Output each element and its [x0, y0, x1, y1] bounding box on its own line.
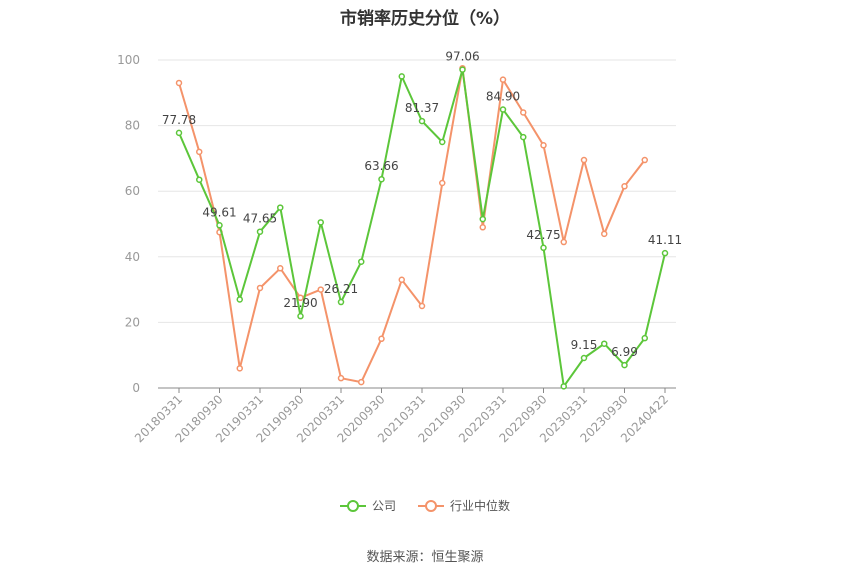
legend-item-industry-median[interactable]: 行业中位数	[418, 497, 510, 514]
y-tick-label: 80	[125, 119, 140, 133]
data-point-company	[277, 204, 284, 211]
data-point-company	[317, 219, 324, 226]
data-point-company	[459, 66, 466, 73]
data-point-industry-median	[398, 276, 405, 284]
axis-layer: 0204060801002018033120180930201903312019…	[117, 53, 676, 445]
data-point-company	[520, 133, 527, 141]
data-point-industry-median	[277, 265, 284, 272]
data-point-industry-median	[418, 302, 426, 310]
data-point-company	[641, 334, 648, 342]
chart-title: 市销率历史分位（%）	[339, 9, 511, 29]
data-point-industry-median	[196, 148, 203, 156]
source-note: 数据来源：恒生聚源	[366, 550, 484, 565]
data-point-company	[439, 138, 446, 146]
data-point-industry-median	[479, 224, 486, 231]
data-point-company	[196, 176, 203, 183]
data-label: 41.11	[648, 233, 682, 247]
data-label: 42.75	[526, 228, 560, 242]
data-point-industry-median	[358, 378, 365, 386]
data-label: 26.21	[324, 282, 358, 296]
data-point-company	[418, 117, 426, 125]
data-label: 47.65	[243, 212, 277, 226]
data-label: 9.15	[571, 338, 598, 352]
data-point-industry-median	[256, 284, 264, 292]
data-point-industry-median	[439, 179, 446, 187]
data-point-company	[580, 354, 588, 362]
data-point-industry-median	[378, 335, 385, 343]
data-point-company	[216, 222, 223, 229]
data-label: 49.61	[202, 205, 236, 219]
data-point-company	[479, 215, 486, 223]
data-label: 77.78	[162, 113, 196, 127]
data-point-industry-median	[560, 238, 567, 246]
data-point-company	[398, 73, 405, 80]
data-point-company	[236, 296, 243, 303]
data-point-industry-median	[236, 365, 243, 372]
data-label: 81.37	[405, 101, 439, 115]
data-label: 21.90	[283, 296, 317, 310]
data-point-industry-median	[601, 230, 608, 238]
data-point-company	[378, 175, 385, 183]
data-point-industry-median	[580, 156, 588, 164]
data-point-company	[661, 249, 669, 257]
data-label: 63.66	[364, 159, 398, 173]
data-point-company	[499, 106, 507, 113]
y-tick-label: 20	[125, 315, 140, 329]
data-point-company	[175, 129, 183, 137]
data-label: 97.06	[445, 50, 479, 64]
data-point-company	[540, 244, 547, 252]
data-point-industry-median	[641, 156, 648, 164]
data-label: 6.99	[611, 345, 638, 359]
y-tick-label: 40	[125, 250, 140, 264]
legend-item-company[interactable]: 公司	[339, 497, 396, 514]
grid-layer	[158, 59, 676, 323]
data-point-industry-median	[520, 109, 527, 116]
y-tick-label: 100	[117, 53, 140, 67]
data-label: 84.90	[486, 90, 520, 104]
y-tick-label: 60	[125, 184, 140, 198]
data-point-company	[601, 340, 608, 347]
legend-label-industry-median: 行业中位数	[450, 499, 511, 513]
data-point-industry-median	[499, 76, 507, 83]
legend-label-company: 公司	[371, 499, 396, 513]
series-layer	[175, 64, 669, 390]
y-tick-label: 0	[132, 381, 140, 395]
data-point-industry-median	[540, 142, 547, 149]
data-point-company	[337, 298, 345, 306]
legend: 公司 行业中位数	[0, 497, 850, 514]
legend-swatch-company	[339, 499, 366, 513]
label-layer: 77.78 49.61 47.65 21.90 26.21 63.66 81.37 97.06…	[162, 50, 682, 359]
data-point-company	[297, 312, 304, 320]
series-line-industry-median	[178, 67, 646, 384]
data-point-company	[358, 258, 365, 265]
data-point-company	[560, 383, 567, 390]
data-point-industry-median	[621, 183, 628, 190]
data-point-company	[621, 361, 628, 369]
data-point-industry-median	[337, 374, 345, 382]
data-point-industry-median	[317, 286, 324, 293]
data-point-industry-median	[175, 79, 183, 87]
data-point-company	[256, 228, 264, 235]
legend-swatch-industry-median	[418, 499, 444, 513]
